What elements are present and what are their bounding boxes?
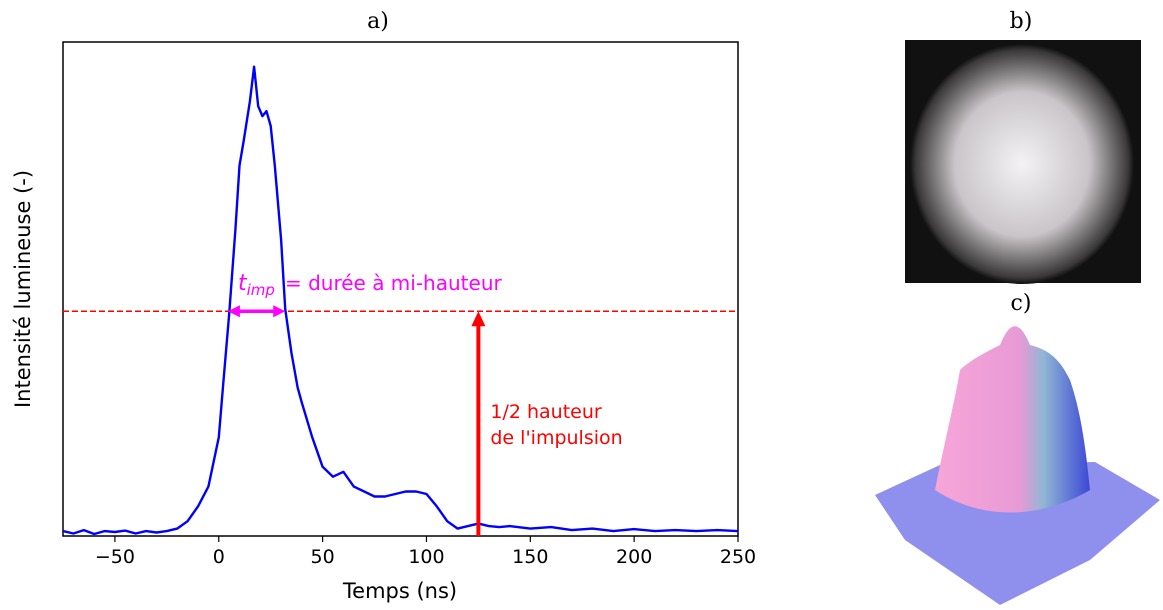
y-axis-label: Intensité lumineuse (-): [11, 170, 35, 408]
x-tick-label: 200: [616, 546, 652, 568]
panel-title: b): [1010, 9, 1033, 34]
data-line: [62, 65, 739, 536]
surface-peak: [935, 326, 1090, 513]
panel-title: a): [367, 9, 389, 34]
x-tick-label: 150: [512, 546, 548, 568]
panel-title: c): [1011, 291, 1032, 316]
x-axis-label: Temps (ns): [342, 579, 457, 603]
x-tick-label: 100: [408, 546, 444, 568]
arrow-text: de l'impulsion: [490, 427, 622, 449]
width-text: = durée à mi-hauteur: [285, 271, 503, 295]
x-tick-label: 50: [311, 546, 335, 568]
width-subscript: imp: [247, 281, 275, 299]
width-label: timp = durée à mi-hauteur: [238, 271, 502, 299]
beam-spot: [910, 44, 1134, 284]
width-symbol: t: [238, 271, 248, 296]
x-tick-label: 0: [213, 546, 225, 568]
plot-frame: [62, 41, 739, 537]
surface-base: [875, 462, 1160, 605]
arrow-text: 1/2 hauteur: [490, 401, 602, 423]
x-tick-label: −50: [95, 546, 135, 568]
arrow-head: [471, 311, 486, 327]
arrow-head: [227, 305, 240, 318]
arrow-head: [273, 305, 286, 318]
x-tick-label: 250: [720, 546, 756, 568]
